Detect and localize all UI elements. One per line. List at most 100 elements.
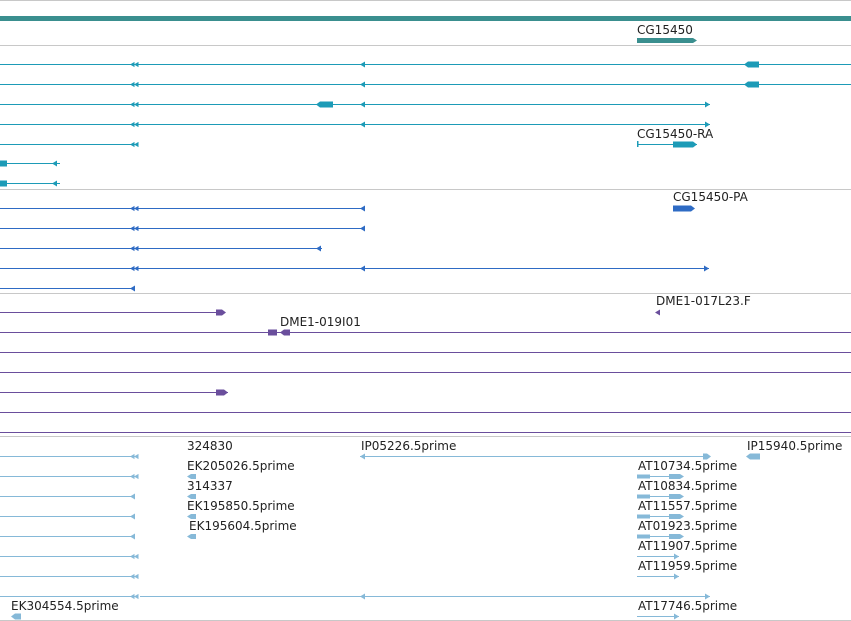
strand-arrow-left-icon <box>130 81 135 88</box>
strand-arrow-left-icon <box>316 245 321 252</box>
exon-block[interactable] <box>703 453 711 460</box>
exon-block[interactable] <box>637 141 639 147</box>
strand-arrow-left-icon <box>134 101 139 108</box>
strand-arrow-left-icon <box>130 513 135 520</box>
strand-arrow-left-icon <box>52 180 57 187</box>
label-324830[interactable]: 324830 <box>187 439 233 453</box>
label-ip15940-5prime[interactable]: IP15940.5prime <box>747 439 842 453</box>
strand-arrow-left-icon <box>360 101 365 108</box>
label-cg15450[interactable]: CG15450 <box>637 23 693 37</box>
label-ek195850-5prime[interactable]: EK195850.5prime <box>187 499 295 513</box>
exon-block[interactable] <box>268 329 277 336</box>
exon-block[interactable] <box>187 474 196 479</box>
exon-block[interactable] <box>637 38 697 43</box>
strand-arrow-left-icon <box>134 225 139 232</box>
strand-arrow-left-icon <box>130 533 135 540</box>
strand-arrow-left-icon <box>130 573 135 580</box>
label-dme1-017l23-f[interactable]: DME1-017L23.F <box>656 294 751 308</box>
est-track[interactable] <box>0 453 760 620</box>
strand-arrow-left-icon <box>130 225 135 232</box>
label-ek304554-5prime[interactable]: EK304554.5prime <box>11 599 119 613</box>
label-at11557-5prime[interactable]: AT11557.5prime <box>638 499 737 513</box>
protein-track[interactable] <box>0 205 709 292</box>
strand-arrow-right-icon <box>704 265 709 272</box>
strand-arrow-left-icon <box>134 61 139 68</box>
clone-track[interactable] <box>0 309 851 433</box>
exon-block[interactable] <box>744 81 759 88</box>
strand-arrow-left-icon <box>130 493 135 500</box>
strand-arrow-left-icon <box>360 81 365 88</box>
label-ip05226-5prime[interactable]: IP05226.5prime <box>361 439 456 453</box>
strand-arrow-left-icon <box>134 593 139 600</box>
strand-arrow-left-icon <box>130 245 135 252</box>
label-at10734-5prime[interactable]: AT10734.5prime <box>638 459 737 473</box>
exon-block[interactable] <box>637 514 650 519</box>
exon-block[interactable] <box>744 61 759 68</box>
label-at01923-5prime[interactable]: AT01923.5prime <box>638 519 737 533</box>
transcript-track[interactable] <box>0 61 851 187</box>
strand-arrow-left-icon <box>130 205 135 212</box>
exon-block[interactable] <box>280 329 290 336</box>
strand-arrow-left-icon <box>360 121 365 128</box>
exon-block[interactable] <box>669 514 684 519</box>
exon-block[interactable] <box>216 309 226 316</box>
exon-block[interactable] <box>187 534 196 539</box>
strand-arrow-left-icon <box>130 121 135 128</box>
strand-arrow-left-icon <box>130 473 135 480</box>
strand-arrow-right-icon <box>674 573 679 580</box>
strand-arrow-right-icon <box>674 613 679 620</box>
gene-track[interactable] <box>0 16 851 43</box>
label-cg15450-ra[interactable]: CG15450-RA <box>637 127 714 141</box>
exon-block[interactable] <box>637 534 650 539</box>
exon-block[interactable] <box>673 141 697 148</box>
strand-arrow-left-icon <box>130 101 135 108</box>
strand-arrow-right-icon <box>674 553 679 560</box>
label-cg15450-pa[interactable]: CG15450-PA <box>673 190 749 204</box>
strand-arrow-left-icon <box>360 453 365 460</box>
strand-arrow-left-icon <box>130 285 135 292</box>
strand-arrow-right-icon <box>705 593 710 600</box>
strand-arrow-left-icon <box>130 61 135 68</box>
label-at11907-5prime[interactable]: AT11907.5prime <box>638 539 737 553</box>
exon-block[interactable] <box>187 494 196 499</box>
strand-arrow-left-icon <box>360 265 365 272</box>
label-ek205026-5prime[interactable]: EK205026.5prime <box>187 459 295 473</box>
exon-block[interactable] <box>637 474 650 479</box>
exon-block[interactable] <box>669 494 684 499</box>
exon-block[interactable] <box>669 534 684 539</box>
exon-block[interactable] <box>187 514 196 519</box>
strand-arrow-left-icon <box>130 553 135 560</box>
exon-block[interactable] <box>669 474 684 479</box>
label-at10834-5prime[interactable]: AT10834.5prime <box>638 479 737 493</box>
exon-block[interactable] <box>673 205 695 212</box>
label-at11959-5prime[interactable]: AT11959.5prime <box>638 559 737 573</box>
strand-arrow-left-icon <box>134 473 139 480</box>
exon-block[interactable] <box>11 613 21 620</box>
strand-arrow-right-icon <box>705 101 710 108</box>
gene-span-bar[interactable] <box>0 16 851 21</box>
exon-block[interactable] <box>316 101 333 108</box>
exon-block[interactable] <box>746 453 760 460</box>
exon-block[interactable] <box>216 389 228 396</box>
exon-block[interactable] <box>0 160 7 167</box>
label-314337[interactable]: 314337 <box>187 479 233 493</box>
label-dme1-019i01[interactable]: DME1-019I01 <box>280 315 361 329</box>
exon-block[interactable] <box>0 180 7 187</box>
strand-arrow-left-icon <box>134 573 139 580</box>
strand-arrow-left-icon <box>134 245 139 252</box>
strand-arrow-left-icon <box>360 225 365 232</box>
exon-block[interactable] <box>637 494 650 499</box>
strand-arrow-left-icon <box>134 553 139 560</box>
strand-arrow-left-icon <box>130 593 135 600</box>
strand-arrow-left-icon <box>134 121 139 128</box>
strand-arrow-left-icon <box>134 265 139 272</box>
label-at17746-5prime[interactable]: AT17746.5prime <box>638 599 737 613</box>
strand-arrow-left-icon <box>130 141 135 148</box>
strand-arrow-left-icon <box>134 141 139 148</box>
feature-labels: CG15450 CG15450-RA CG15450-PA DME1-017L2… <box>11 23 842 613</box>
strand-arrow-left-icon <box>655 309 660 316</box>
strand-arrow-left-icon <box>360 205 365 212</box>
label-ek195604-5prime[interactable]: EK195604.5prime <box>189 519 297 533</box>
strand-arrow-left-icon <box>52 160 57 167</box>
